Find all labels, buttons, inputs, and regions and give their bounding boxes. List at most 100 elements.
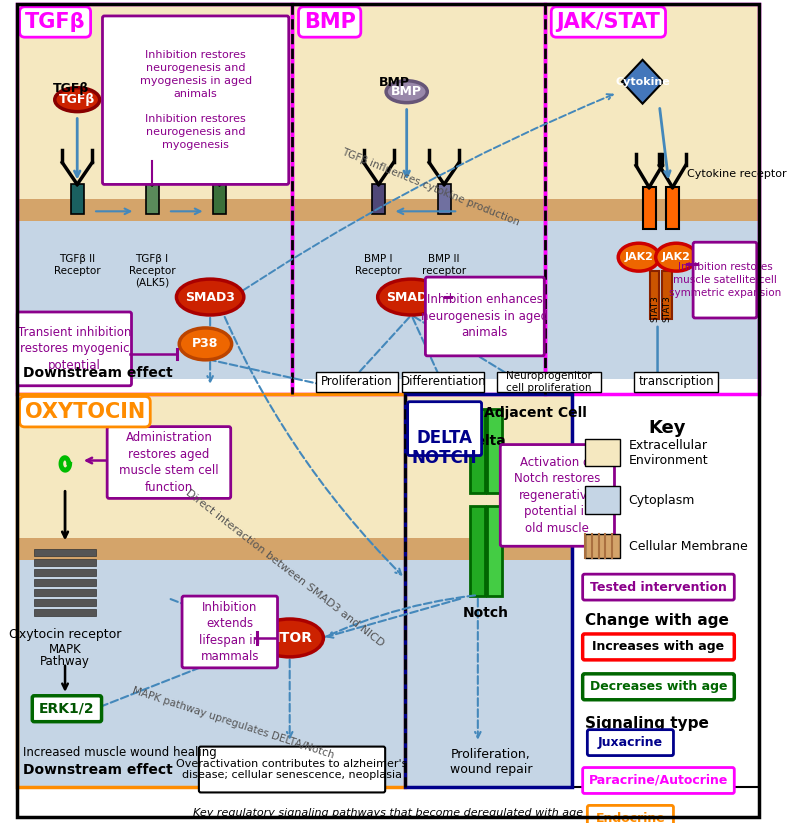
Text: DELTA
NOTCH: DELTA NOTCH — [411, 429, 477, 468]
Text: Juxacrine: Juxacrine — [598, 736, 663, 749]
Bar — [662, 271, 671, 319]
Text: Adjacent Cell: Adjacent Cell — [484, 406, 587, 420]
Text: MAPK: MAPK — [49, 643, 82, 656]
Bar — [572, 394, 758, 787]
Bar — [291, 199, 546, 221]
Ellipse shape — [386, 81, 427, 102]
Text: Proliferation,
wound repair: Proliferation, wound repair — [450, 748, 532, 776]
Text: Differentiation: Differentiation — [400, 375, 486, 388]
Bar — [18, 199, 291, 221]
Text: TGFβ: TGFβ — [25, 12, 86, 32]
Text: Activation of
Notch restores
regenerative
potential in
old muscle: Activation of Notch restores regenerativ… — [514, 456, 601, 535]
Bar — [585, 439, 620, 467]
Bar — [316, 372, 398, 392]
Bar — [18, 379, 758, 394]
Text: BMP II
receptor: BMP II receptor — [422, 254, 466, 276]
Text: Administration
restores aged
muscle stem cell
function: Administration restores aged muscle stem… — [119, 431, 218, 494]
Ellipse shape — [256, 619, 323, 657]
Text: SMAD1: SMAD1 — [386, 291, 436, 303]
Bar — [650, 271, 659, 319]
Bar — [487, 506, 502, 596]
FancyBboxPatch shape — [582, 674, 734, 700]
Text: Overactivation contributes to alzheimer's
disease; cellular senescence, neoplasi: Overactivation contributes to alzheimer'… — [176, 759, 407, 781]
Text: Increases with age: Increases with age — [593, 640, 725, 653]
Text: JAK/STAT: JAK/STAT — [557, 12, 660, 32]
Text: BMP: BMP — [379, 76, 410, 88]
Bar — [372, 184, 385, 214]
Bar — [18, 4, 291, 199]
Text: Oxytocin: Oxytocin — [49, 406, 153, 425]
Text: Increased muscle wound healing: Increased muscle wound healing — [23, 746, 217, 758]
Bar — [585, 534, 620, 558]
Text: Endocrine: Endocrine — [595, 812, 666, 825]
Bar — [18, 394, 405, 787]
Bar — [34, 599, 96, 606]
Text: Transient inhibition
restores myogenic
potential: Transient inhibition restores myogenic p… — [18, 326, 131, 372]
Bar — [213, 184, 226, 214]
Bar — [497, 372, 602, 392]
Ellipse shape — [618, 243, 659, 271]
Bar — [18, 221, 291, 394]
Bar — [18, 394, 405, 539]
Ellipse shape — [201, 154, 238, 175]
FancyBboxPatch shape — [582, 634, 734, 660]
Bar — [546, 221, 758, 394]
Text: JAK2: JAK2 — [624, 252, 654, 262]
FancyBboxPatch shape — [32, 695, 102, 722]
Bar — [18, 4, 291, 394]
Text: TGFβ influences cytokine production: TGFβ influences cytokine production — [340, 147, 521, 228]
Bar — [34, 589, 96, 596]
Text: TGFβ: TGFβ — [59, 93, 95, 107]
Ellipse shape — [378, 279, 445, 315]
FancyBboxPatch shape — [587, 805, 674, 826]
FancyBboxPatch shape — [102, 16, 289, 184]
Bar — [402, 372, 484, 392]
Ellipse shape — [656, 243, 697, 271]
FancyBboxPatch shape — [408, 401, 482, 455]
Text: MTOR: MTOR — [266, 631, 313, 645]
FancyBboxPatch shape — [582, 574, 734, 600]
Bar — [405, 394, 572, 787]
Bar — [470, 409, 486, 493]
Text: SMAD3: SMAD3 — [185, 291, 235, 303]
FancyBboxPatch shape — [18, 312, 131, 386]
Text: ERK1/2: ERK1/2 — [39, 702, 94, 715]
Bar — [642, 188, 656, 230]
Text: Paracrine/Autocrine: Paracrine/Autocrine — [589, 774, 728, 787]
Bar — [34, 559, 96, 566]
Bar — [438, 184, 450, 214]
Bar — [18, 539, 405, 560]
Text: BMP I
Receptor: BMP I Receptor — [355, 254, 402, 276]
Bar — [405, 560, 572, 787]
Bar — [34, 549, 96, 556]
Text: Pathway: Pathway — [40, 655, 90, 668]
Text: Downstream effect: Downstream effect — [23, 762, 173, 776]
FancyBboxPatch shape — [426, 277, 544, 356]
FancyBboxPatch shape — [582, 767, 734, 794]
Bar — [405, 539, 572, 560]
Text: Delta: Delta — [465, 434, 506, 448]
Text: Direct interaction between SMAD3 and NICD: Direct interaction between SMAD3 and NIC… — [184, 487, 386, 648]
Text: Downstream effect: Downstream effect — [23, 366, 173, 380]
Text: TGFβ I
Receptor
(ALK5): TGFβ I Receptor (ALK5) — [129, 254, 175, 287]
Bar — [34, 609, 96, 616]
FancyBboxPatch shape — [500, 444, 614, 546]
Bar — [405, 394, 572, 539]
Text: Oxytocin receptor: Oxytocin receptor — [9, 628, 122, 641]
Text: OXYTOCIN: OXYTOCIN — [25, 401, 145, 422]
Text: P38: P38 — [192, 337, 218, 350]
Bar — [470, 506, 486, 596]
Bar — [291, 221, 546, 394]
FancyBboxPatch shape — [199, 747, 385, 792]
Text: Tested intervention: Tested intervention — [590, 581, 727, 594]
Text: Proliferation: Proliferation — [322, 375, 393, 388]
Bar — [487, 409, 502, 493]
Text: Inhibition enhances
neurogenesis in aged
animals: Inhibition enhances neurogenesis in aged… — [422, 293, 549, 339]
Text: Cytoplasm: Cytoplasm — [629, 494, 695, 507]
FancyBboxPatch shape — [107, 426, 230, 498]
Text: TGFβ: TGFβ — [53, 82, 89, 95]
Ellipse shape — [177, 279, 244, 315]
FancyBboxPatch shape — [693, 242, 757, 318]
Bar — [291, 4, 546, 394]
Bar — [146, 184, 158, 214]
